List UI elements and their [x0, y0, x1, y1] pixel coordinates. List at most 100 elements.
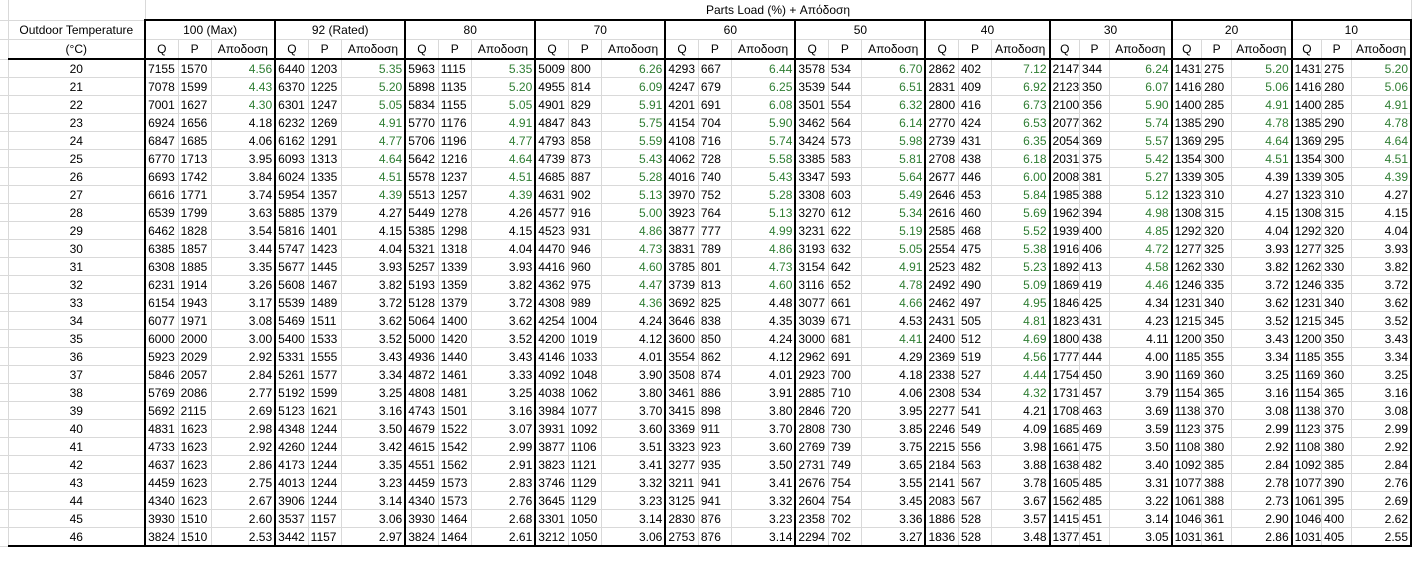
efficiency-cell[interactable]: 3.14 — [1109, 509, 1173, 528]
efficiency-cell[interactable]: 5.58 — [731, 149, 797, 168]
q-cell[interactable]: 1077 — [1290, 473, 1323, 492]
q-cell[interactable]: 1246 — [1290, 275, 1323, 294]
p-cell[interactable]: 632 — [828, 239, 862, 258]
q-cell[interactable]: 3537 — [274, 509, 309, 528]
temperature-cell[interactable]: 27 — [8, 185, 146, 204]
efficiency-cell[interactable]: 5.81 — [861, 149, 927, 168]
p-cell[interactable]: 1062 — [568, 383, 602, 402]
q-cell[interactable]: 5747 — [274, 239, 309, 258]
q-cell[interactable]: 5469 — [274, 311, 309, 330]
q-cell[interactable]: 1323 — [1290, 185, 1323, 204]
efficiency-cell[interactable]: 4.04 — [341, 239, 407, 258]
efficiency-cell[interactable]: 6.26 — [601, 59, 667, 78]
efficiency-cell[interactable]: 4.04 — [471, 239, 537, 258]
efficiency-cell[interactable]: 3.90 — [1109, 365, 1173, 384]
q-cell[interactable]: 4173 — [274, 455, 309, 474]
p-cell[interactable]: 419 — [1079, 275, 1111, 294]
p-cell[interactable]: 1423 — [308, 239, 342, 258]
row-gutter[interactable] — [0, 401, 9, 420]
p-cell[interactable]: 2029 — [178, 347, 212, 366]
p-cell[interactable]: 320 — [1321, 221, 1353, 240]
efficiency-cell[interactable]: 4.85 — [1109, 221, 1173, 240]
p-cell[interactable]: 320 — [1201, 221, 1233, 240]
efficiency-cell[interactable]: 2.84 — [1231, 455, 1293, 474]
q-cell[interactable]: 2554 — [924, 239, 959, 258]
q-cell[interactable]: 3824 — [144, 527, 179, 547]
temperature-cell[interactable]: 30 — [8, 239, 146, 258]
p-cell[interactable]: 370 — [1201, 401, 1233, 420]
efficiency-cell[interactable]: 3.06 — [341, 509, 407, 528]
p-cell[interactable]: 858 — [568, 131, 602, 150]
p-cell[interactable]: 752 — [698, 185, 732, 204]
q-cell[interactable]: 2523 — [924, 257, 959, 276]
p-header[interactable]: P — [1321, 39, 1353, 60]
efficiency-cell[interactable]: 5.06 — [1351, 77, 1412, 96]
q-cell[interactable]: 1308 — [1290, 203, 1323, 222]
p-cell[interactable]: 409 — [958, 77, 992, 96]
p-cell[interactable]: 280 — [1201, 77, 1233, 96]
q-cell[interactable]: 1385 — [1290, 113, 1323, 132]
p-cell[interactable]: 345 — [1201, 311, 1233, 330]
p-cell[interactable]: 1033 — [568, 347, 602, 366]
p-cell[interactable]: 563 — [958, 455, 992, 474]
p-cell[interactable]: 1685 — [178, 131, 212, 150]
efficiency-cell[interactable]: 6.08 — [731, 95, 797, 114]
q-cell[interactable]: 3415 — [664, 401, 699, 420]
q-cell[interactable]: 1215 — [1170, 311, 1203, 330]
efficiency-cell[interactable]: 4.99 — [731, 221, 797, 240]
p-cell[interactable]: 2086 — [178, 383, 212, 402]
q-cell[interactable]: 4793 — [534, 131, 569, 150]
p-cell[interactable]: 1420 — [438, 329, 472, 348]
p-cell[interactable]: 390 — [1321, 473, 1353, 492]
efficiency-cell[interactable]: 5.13 — [731, 203, 797, 222]
efficiency-header[interactable]: Αποδοση — [471, 39, 537, 60]
p-header[interactable]: P — [1201, 39, 1233, 60]
q-cell[interactable]: 3539 — [794, 77, 829, 96]
q-cell[interactable]: 6077 — [144, 311, 179, 330]
q-cell[interactable]: 4260 — [274, 437, 309, 456]
efficiency-cell[interactable]: 6.73 — [991, 95, 1051, 114]
efficiency-cell[interactable]: 4.39 — [341, 185, 407, 204]
p-cell[interactable]: 754 — [828, 491, 862, 510]
efficiency-cell[interactable]: 2.99 — [471, 437, 537, 456]
p-cell[interactable]: 1481 — [438, 383, 472, 402]
p-cell[interactable]: 1799 — [178, 203, 212, 222]
q-cell[interactable]: 2462 — [924, 293, 959, 312]
q-cell[interactable]: 1377 — [1048, 527, 1081, 547]
efficiency-header[interactable]: Αποδοση — [211, 39, 277, 60]
q-cell[interactable]: 4293 — [664, 59, 699, 78]
p-cell[interactable]: 573 — [828, 131, 862, 150]
efficiency-cell[interactable]: 4.39 — [1351, 167, 1412, 186]
efficiency-cell[interactable]: 3.60 — [731, 437, 797, 456]
q-cell[interactable]: 2770 — [924, 113, 959, 132]
p-cell[interactable]: 564 — [828, 113, 862, 132]
row-gutter[interactable] — [0, 383, 9, 402]
efficiency-cell[interactable]: 3.25 — [1351, 365, 1412, 384]
q-cell[interactable]: 5954 — [274, 185, 309, 204]
p-cell[interactable]: 1445 — [308, 257, 342, 276]
efficiency-cell[interactable]: 3.93 — [341, 257, 407, 276]
p-cell[interactable]: 406 — [1079, 239, 1111, 258]
efficiency-cell[interactable]: 4.43 — [211, 77, 277, 96]
q-cell[interactable]: 3923 — [664, 203, 699, 222]
p-cell[interactable]: 310 — [1321, 185, 1353, 204]
p-cell[interactable]: 1004 — [568, 311, 602, 330]
q-cell[interactable]: 4955 — [534, 77, 569, 96]
q-cell[interactable]: 4038 — [534, 383, 569, 402]
p-cell[interactable]: 361 — [1201, 527, 1233, 547]
efficiency-cell[interactable]: 5.52 — [991, 221, 1051, 240]
efficiency-cell[interactable]: 3.34 — [1351, 347, 1412, 366]
efficiency-cell[interactable]: 3.93 — [471, 257, 537, 276]
efficiency-cell[interactable]: 4.69 — [991, 329, 1051, 348]
q-cell[interactable]: 4308 — [534, 293, 569, 312]
q-cell[interactable]: 1123 — [1290, 419, 1323, 438]
p-cell[interactable]: 1577 — [308, 365, 342, 384]
q-cell[interactable]: 2885 — [794, 383, 829, 402]
q-cell[interactable]: 5000 — [404, 329, 439, 348]
q-cell[interactable]: 6093 — [274, 149, 309, 168]
q-cell[interactable]: 3347 — [794, 167, 829, 186]
p-cell[interactable]: 362 — [1079, 113, 1111, 132]
p-cell[interactable]: 1623 — [178, 491, 212, 510]
efficiency-cell[interactable]: 4.66 — [861, 293, 927, 312]
q-cell[interactable]: 3823 — [534, 455, 569, 474]
